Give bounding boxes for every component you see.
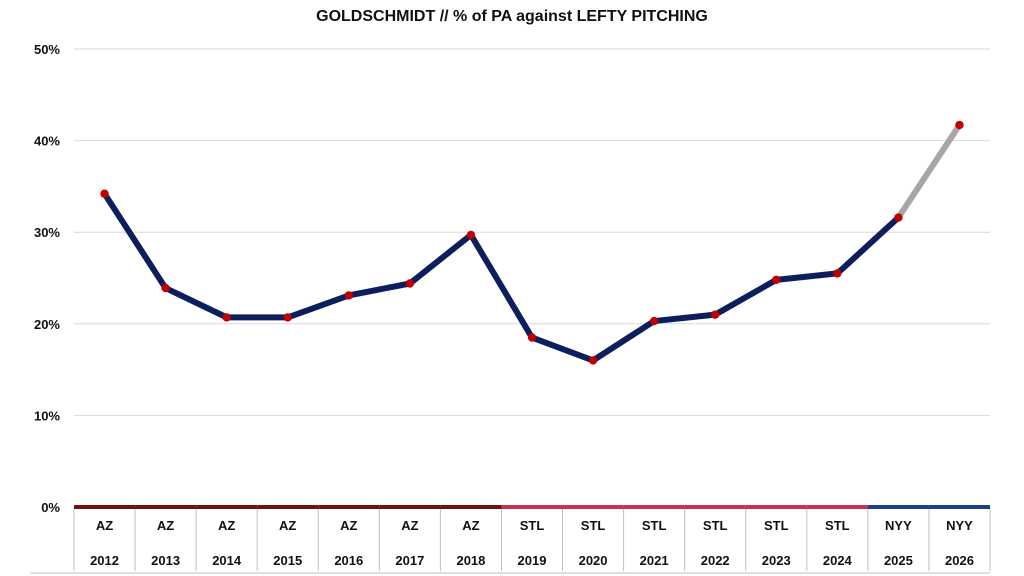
x-year-label: 2026	[945, 553, 974, 568]
data-point	[527, 333, 537, 342]
x-year-label: 2022	[701, 553, 730, 568]
x-team-label: AZ	[462, 518, 479, 533]
x-team-label: AZ	[96, 518, 113, 533]
x-team-label: AZ	[157, 518, 174, 533]
x-team-label: STL	[825, 518, 850, 533]
x-team-label: NYY	[946, 518, 973, 533]
data-point	[772, 275, 781, 285]
data-point	[894, 213, 903, 222]
x-year-label: 2014	[212, 553, 242, 568]
data-point	[100, 189, 109, 198]
data-point	[588, 356, 598, 365]
x-year-label: 2017	[395, 553, 424, 568]
x-year-label: 2020	[579, 553, 608, 568]
y-tick-label: 30%	[34, 225, 60, 240]
x-team-label: STL	[703, 518, 728, 533]
data-point	[833, 269, 842, 278]
y-tick-label: 10%	[34, 408, 60, 423]
data-point	[466, 230, 476, 240]
x-team-label: AZ	[218, 518, 235, 533]
x-team-label: STL	[764, 518, 789, 533]
x-year-label: 2016	[334, 553, 363, 568]
projected-line	[895, 122, 963, 221]
data-point	[222, 313, 231, 322]
data-point	[283, 313, 292, 322]
y-tick-label: 0%	[41, 500, 60, 515]
x-team-label: NYY	[885, 518, 912, 533]
x-year-label: 2013	[151, 553, 180, 568]
x-year-label: 2023	[762, 553, 791, 568]
data-point	[161, 283, 170, 293]
chart-title: GOLDSCHMIDT // % of PA against LEFTY PIT…	[316, 8, 708, 25]
x-year-label: 2019	[518, 553, 547, 568]
x-year-label: 2024	[823, 553, 853, 568]
x-team-label: STL	[581, 518, 606, 533]
series-line	[101, 190, 902, 364]
y-tick-label: 20%	[34, 317, 60, 332]
x-team-label: AZ	[401, 518, 418, 533]
x-year-label: 2012	[90, 553, 119, 568]
x-team-label: AZ	[279, 518, 296, 533]
y-tick-label: 40%	[34, 134, 60, 149]
data-point	[405, 279, 415, 288]
x-year-label: 2018	[456, 553, 485, 568]
x-year-label: 2015	[273, 553, 302, 568]
y-tick-label: 50%	[34, 42, 60, 57]
data-point	[344, 291, 353, 300]
x-team-label: STL	[642, 518, 667, 533]
data-point	[711, 310, 720, 319]
x-team-label: AZ	[340, 518, 357, 533]
data-point	[955, 120, 964, 130]
data-point	[649, 316, 659, 326]
x-year-label: 2021	[640, 553, 669, 568]
x-team-label: STL	[520, 518, 545, 533]
x-year-label: 2025	[884, 553, 913, 568]
